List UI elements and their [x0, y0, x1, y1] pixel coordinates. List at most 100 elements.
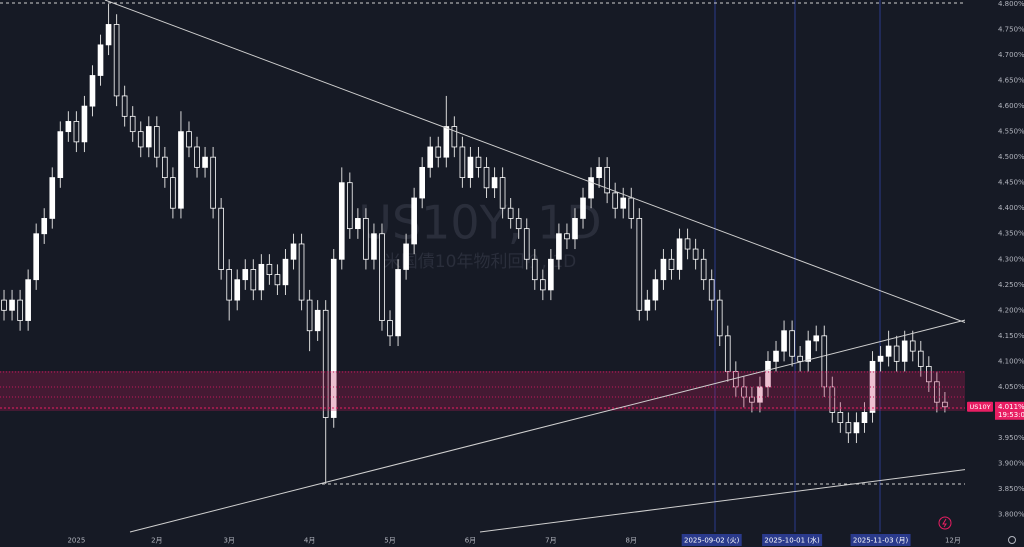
candle-body	[282, 258, 289, 286]
candle-body	[451, 126, 458, 148]
candle-body	[186, 131, 192, 148]
candle-body	[435, 146, 442, 158]
candle-body	[596, 166, 602, 178]
candle-body	[612, 192, 619, 209]
candle-body	[604, 166, 610, 194]
candle-body	[250, 269, 257, 291]
last-price: US10Y 4.011%19:53:05	[967, 401, 1024, 420]
y-tick-label: 3.950%	[998, 434, 1024, 442]
candle-body	[483, 166, 490, 189]
candle-body	[121, 95, 128, 117]
candle-body	[805, 340, 812, 362]
watermark-title: US10Y, 1D	[358, 196, 601, 250]
candle-body	[684, 238, 691, 250]
y-tick-label: 4.300%	[998, 255, 1024, 263]
y-tick-label: 4.750%	[998, 26, 1024, 34]
candle-body	[741, 386, 747, 398]
price-axis	[965, 0, 1024, 547]
candle-body	[564, 233, 570, 240]
date-highlight	[681, 534, 742, 546]
candle-body	[765, 360, 771, 388]
trend-line	[479, 465, 994, 533]
symbol-badge	[967, 401, 993, 412]
x-tick-label: 6月	[465, 537, 476, 545]
y-tick-label: 4.050%	[998, 383, 1024, 391]
candle-body	[153, 126, 160, 158]
candles	[1, 4, 948, 484]
y-tick-label: 4.100%	[998, 357, 1024, 365]
x-tick-label: 3月	[223, 537, 234, 545]
settings-icon[interactable]	[1008, 536, 1016, 544]
candle-body	[572, 218, 578, 240]
candle-body	[749, 396, 755, 403]
candle-body	[692, 248, 699, 260]
trend-line	[104, 0, 994, 334]
candle-body	[427, 146, 434, 168]
x-tick-label: 2025-11-03 (月)	[853, 537, 909, 545]
candle-body	[403, 243, 409, 270]
candle-body	[926, 366, 932, 383]
candle-body	[419, 166, 425, 199]
candle-body	[89, 75, 96, 107]
candle-body	[540, 279, 546, 291]
candle-body	[57, 131, 64, 178]
candle-body	[387, 320, 393, 337]
price-badge	[995, 401, 1024, 420]
candle-body	[210, 156, 216, 209]
candle-body	[41, 218, 48, 235]
candle-body	[620, 197, 627, 209]
candle-body	[588, 177, 594, 199]
candle-body	[829, 386, 836, 413]
symbol-label: US10Y	[969, 403, 990, 411]
alert-icon-bolt	[942, 518, 947, 528]
candle-body	[877, 355, 884, 362]
y-tick-label: 3.900%	[998, 459, 1024, 467]
alert-icon[interactable]	[938, 516, 952, 530]
x-axis: 2025 2月 3月 4月 5月 6月 7月 8月 2025-09-02 (火) 2025-10-…	[67, 534, 961, 546]
candle-body	[298, 243, 305, 301]
date-markers	[714, 0, 881, 532]
x-tick-label: 2025-09-02 (火)	[684, 537, 740, 545]
watermark-subtitle: 米国債10年物利回り, 1D	[384, 252, 576, 272]
x-tick-label: 2月	[151, 537, 162, 545]
candle-body	[17, 299, 23, 321]
candle-body	[137, 131, 144, 148]
y-tick-label: 4.150%	[998, 332, 1024, 340]
candle-body	[917, 350, 924, 367]
y-tick-label: 4.200%	[998, 306, 1024, 314]
trend-line	[129, 312, 994, 533]
x-tick-label: 8月	[626, 537, 637, 545]
countdown-label: 19:53:05	[998, 411, 1024, 419]
candle-body	[129, 115, 136, 133]
candle-body	[580, 197, 586, 219]
candle-body	[789, 330, 795, 357]
candle-body	[411, 197, 417, 245]
candle-body	[105, 24, 112, 46]
candle-body	[145, 126, 152, 148]
x-tick-label: 2025-10-01 (水)	[764, 536, 820, 545]
candle-body	[33, 233, 40, 281]
y-axis: 3.800%3.850%3.900%3.950%4.000%4.050%4.10…	[998, 0, 1024, 518]
candle-body	[346, 182, 353, 230]
x-tick-label: 4月	[304, 537, 315, 545]
price-label: 4.011%	[998, 403, 1024, 411]
candle-body	[194, 146, 200, 168]
candle-body	[708, 279, 715, 301]
candle-body	[322, 309, 329, 418]
y-tick-label: 3.800%	[998, 510, 1024, 518]
y-tick-label: 4.500%	[998, 153, 1024, 161]
y-tick-label: 4.550%	[998, 128, 1024, 136]
candle-body	[274, 274, 281, 286]
candle-body	[821, 335, 828, 388]
candle-body	[628, 197, 635, 219]
candle-body	[355, 218, 361, 230]
candle-body	[162, 156, 168, 178]
candle-body	[644, 299, 651, 311]
x-tick-label: 5月	[384, 537, 395, 545]
candle-body	[371, 233, 377, 260]
candle-body	[885, 345, 892, 357]
candle-body	[507, 207, 514, 219]
candle-body	[178, 131, 184, 209]
candle-body	[934, 381, 940, 403]
